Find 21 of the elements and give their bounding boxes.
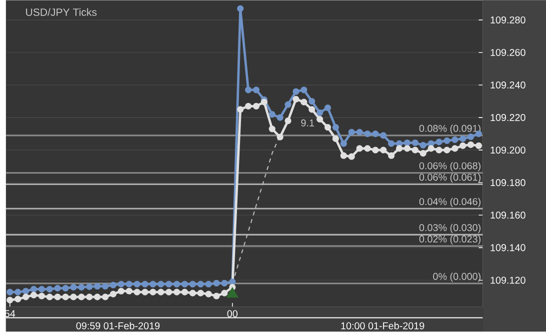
text: USD/JPY Ticks bbox=[26, 8, 97, 16]
y-tick-label: 109.140 bbox=[490, 244, 526, 252]
annotation: 0.06% (0.068) bbox=[419, 162, 480, 172]
y-tick-label: 109.200 bbox=[490, 146, 526, 154]
y-tick-label: 109.180 bbox=[490, 179, 526, 186]
annotation: 0.03% (0.030) bbox=[419, 224, 480, 234]
text: 10:00 01-Feb-2019 bbox=[341, 322, 424, 330]
annotation: 0.04% (0.046) bbox=[419, 198, 480, 208]
x-tick-label: 00 bbox=[227, 310, 238, 318]
annotation: 9.1 bbox=[301, 120, 314, 127]
y-tick-label: 109.240 bbox=[490, 82, 526, 89]
annotation: 0.08% (0.091) bbox=[419, 124, 480, 134]
annotation: 0.02% (0.023) bbox=[419, 235, 480, 245]
y-tick-label: 109.220 bbox=[490, 114, 526, 122]
y-tick-label: 109.160 bbox=[490, 212, 526, 219]
annotation: 0% (0.000) bbox=[433, 272, 480, 282]
y-tick-label: 109.260 bbox=[490, 49, 526, 56]
text: 09:59 01-Feb-2019 bbox=[76, 322, 160, 330]
annotation: 0.06% (0.061) bbox=[419, 174, 480, 183]
y-tick-label: 109.120 bbox=[490, 276, 526, 284]
y-tick-label: 109.280 bbox=[490, 16, 526, 24]
